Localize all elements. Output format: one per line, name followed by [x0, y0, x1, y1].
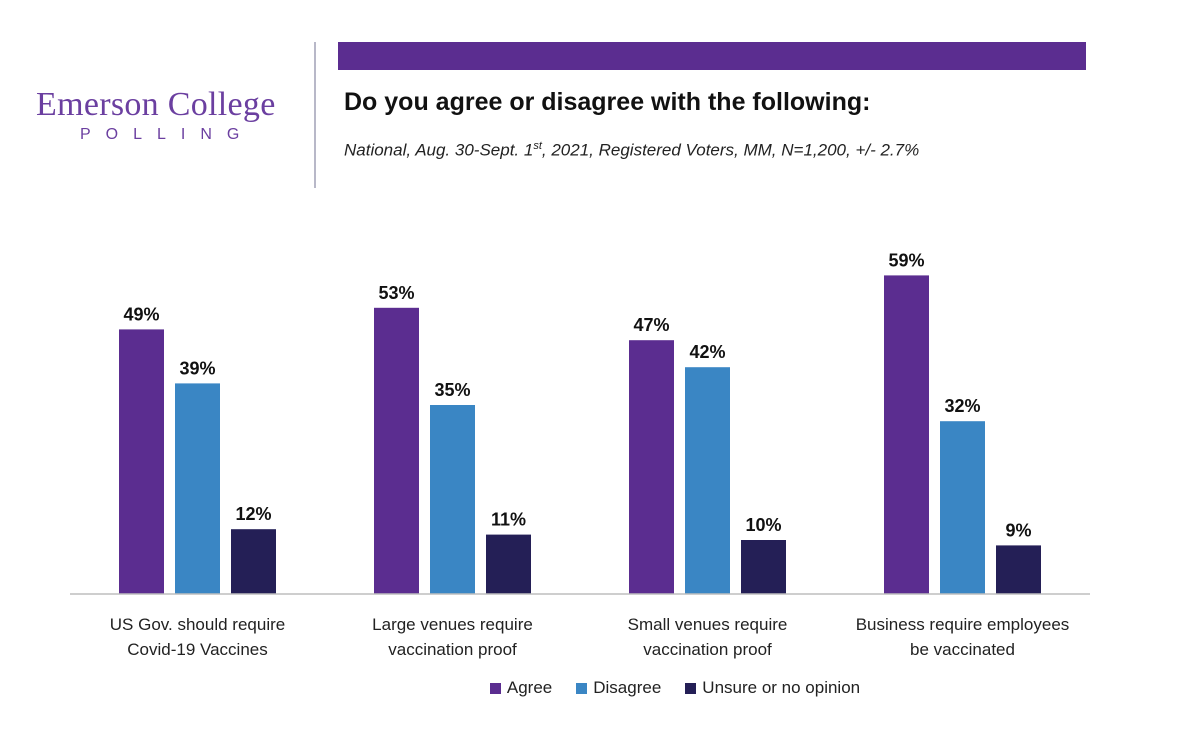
legend-swatch	[685, 682, 697, 694]
bar-disagree-1	[175, 383, 220, 594]
category-label: vaccination proof	[643, 640, 772, 659]
subtitle-post: , 2021, Registered Voters, MM, N=1,200, …	[541, 140, 920, 160]
data-label: 9%	[1005, 520, 1031, 540]
top-accent-bar	[338, 42, 1086, 70]
legend-label: Agree	[506, 678, 553, 697]
legend-item: Disagree	[576, 678, 661, 698]
logo-name: Emerson College	[36, 86, 276, 123]
category-label: Business require employees	[856, 615, 1070, 634]
data-label: 59%	[888, 250, 924, 270]
legend-item: Agree	[489, 678, 553, 698]
category-label: vaccination proof	[388, 640, 517, 659]
bar-agree-3	[629, 340, 674, 594]
data-label: 39%	[179, 358, 215, 378]
bar-disagree-2	[430, 405, 475, 594]
chart-subtitle: National, Aug. 30-Sept. 1st, 2021, Regis…	[344, 140, 919, 161]
data-label: 10%	[745, 515, 781, 535]
legend-swatch	[576, 682, 588, 694]
subtitle-pre: National, Aug. 30-Sept. 1	[344, 140, 534, 160]
bar-unsure-or-no-opinion-3	[741, 540, 786, 594]
header-divider	[314, 42, 316, 188]
bar-chart: 49% 39% 12% US Gov. should require Covid-19 …	[70, 250, 1090, 659]
bar-unsure-or-no-opinion-2	[486, 534, 531, 594]
bar-agree-1	[119, 329, 164, 594]
bar-agree-2	[374, 307, 419, 594]
legend-item: Unsure or no opinion	[685, 678, 860, 698]
legend-label: Unsure or no opinion	[702, 678, 861, 697]
data-label: 32%	[944, 396, 980, 416]
logo-sub: POLLING	[80, 126, 255, 143]
data-label: 53%	[378, 283, 414, 303]
logo: Emerson College POLLING	[36, 86, 296, 144]
chart-title: Do you agree or disagree with the follow…	[344, 88, 871, 116]
category-label: Small venues require	[628, 615, 788, 634]
data-label: 47%	[633, 315, 669, 335]
bar-disagree-3	[685, 367, 730, 594]
bar-disagree-4	[940, 421, 985, 594]
bar-agree-4	[884, 275, 929, 594]
bar-unsure-or-no-opinion-1	[231, 529, 276, 594]
subtitle-sup: st	[533, 140, 542, 152]
category-label: Large venues require	[372, 615, 533, 634]
legend-swatch	[489, 682, 501, 694]
data-label: 11%	[491, 510, 526, 530]
data-label: 42%	[689, 342, 725, 362]
category-label: Covid-19 Vaccines	[127, 640, 267, 659]
bar-unsure-or-no-opinion-4	[996, 545, 1041, 594]
data-label: 49%	[123, 304, 159, 324]
legend: Agree Disagree Unsure or no opinion	[0, 678, 1200, 698]
data-label: 12%	[235, 504, 271, 524]
data-label: 35%	[434, 380, 470, 400]
legend-label: Disagree	[593, 678, 662, 697]
category-label: be vaccinated	[910, 640, 1015, 659]
category-label: US Gov. should require	[110, 615, 285, 634]
